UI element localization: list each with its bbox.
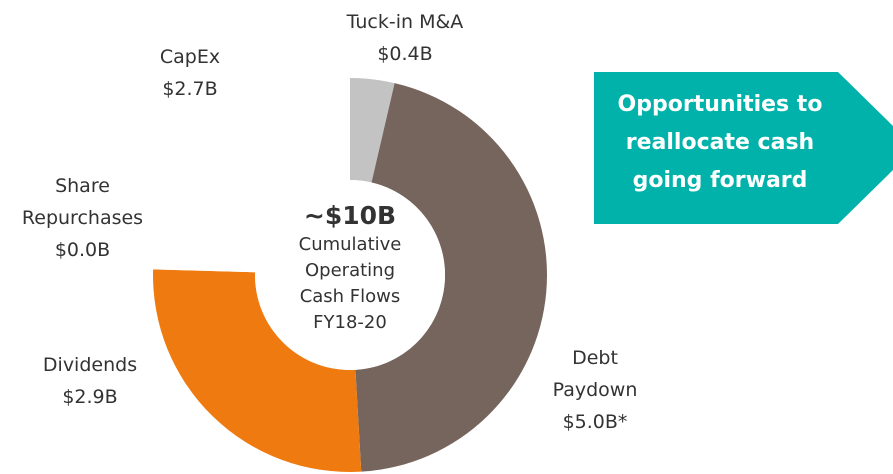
slice-label: Dividends $2.9B xyxy=(15,349,165,413)
donut-slice xyxy=(153,269,362,472)
slice-label: CapEx $2.7B xyxy=(115,41,265,105)
value-label: $2.9B xyxy=(62,386,118,408)
donut-hole xyxy=(255,180,445,370)
slice-label: Tuck-in M&A $0.4B xyxy=(330,6,480,70)
center-title: ~$10B xyxy=(303,201,397,230)
annotation-arrow xyxy=(594,72,893,224)
annotation-text: Opportunities to reallocate cash going f… xyxy=(617,92,823,193)
category-label: CapEx xyxy=(159,46,221,68)
category-label: Tuck-in M&A xyxy=(346,11,464,33)
category-label: Debt Paydown xyxy=(552,347,638,401)
center-label: ~$10B Cumulative Operating Cash Flows FY… xyxy=(265,200,435,336)
center-text: Cumulative Operating Cash Flows FY18-20 xyxy=(298,234,402,333)
value-label: $5.0B* xyxy=(562,411,628,433)
value-label: $0.0B xyxy=(54,239,111,261)
slice-label: Share Repurchases $0.0B xyxy=(0,170,165,266)
slice-label: Debt Paydown $5.0B* xyxy=(520,342,670,438)
donut-slice xyxy=(350,78,395,183)
donut-slice xyxy=(153,78,350,273)
donut-slice xyxy=(355,83,547,472)
value-label: $2.7B xyxy=(162,78,218,100)
category-label: Dividends xyxy=(42,354,138,376)
value-label: $0.4B xyxy=(377,43,433,65)
category-label: Share Repurchases xyxy=(21,175,144,229)
